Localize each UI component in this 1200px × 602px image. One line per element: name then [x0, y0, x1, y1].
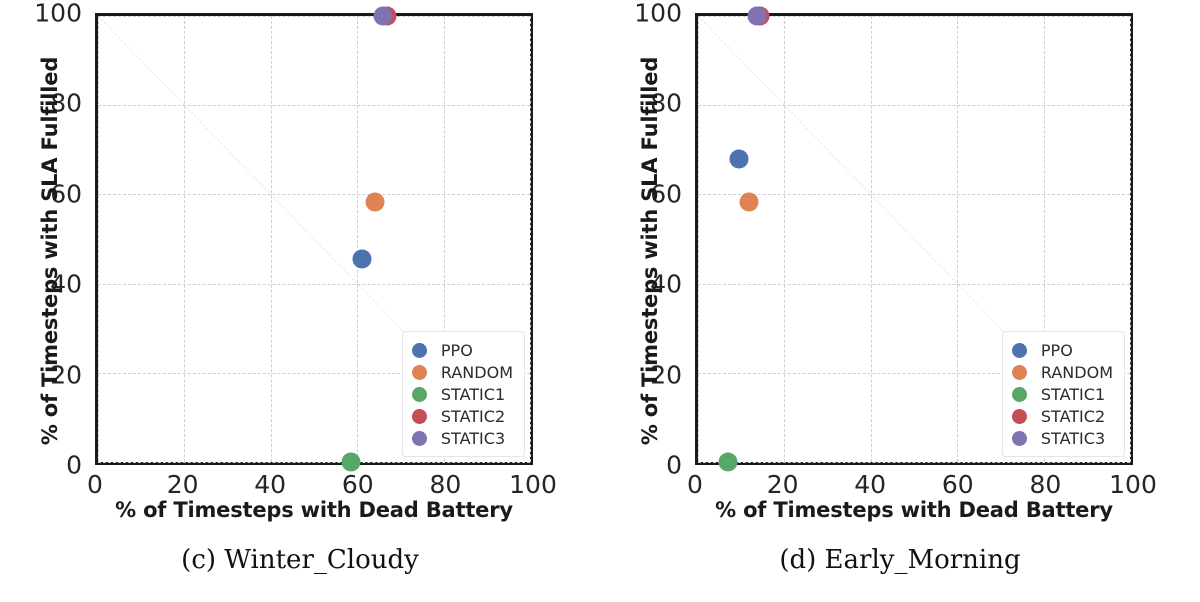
gridline-y-40 — [98, 283, 530, 285]
data-point-ppo — [352, 249, 372, 269]
plot-area-c: PPO RANDOM STATIC1 STATIC2 STATIC3 — [95, 6, 533, 472]
legend-swatch-icon — [411, 342, 427, 358]
legend-swatch-icon — [411, 386, 427, 402]
y-tick-80: 80 — [650, 88, 682, 118]
y-tick-80: 80 — [50, 88, 82, 118]
y-tick-20: 20 — [650, 360, 682, 390]
legend-label: STATIC3 — [440, 428, 506, 448]
y-tick-100: 100 — [634, 0, 682, 28]
gridline-y-100 — [698, 16, 1130, 17]
gridline-y-20 — [698, 372, 1130, 374]
legend-label: STATIC1 — [440, 384, 506, 404]
x-tick-60: 60 — [341, 470, 374, 499]
y-tick-60: 60 — [650, 179, 682, 209]
gridline-y-60 — [98, 194, 530, 196]
x-tick-100: 100 — [509, 470, 557, 499]
gridline-y-0 — [698, 462, 1130, 463]
legend-label: RANDOM — [440, 362, 513, 382]
gridline-x-0 — [698, 16, 699, 462]
x-tick-20: 20 — [766, 470, 799, 499]
legend-label: STATIC2 — [1040, 406, 1106, 426]
gridline-x-100 — [1130, 16, 1131, 462]
panel-caption-d: (d) Early_Morning — [779, 545, 1021, 575]
y-tick-60: 60 — [50, 179, 82, 209]
data-point-random — [365, 192, 385, 212]
data-point-static3 — [373, 6, 393, 26]
panel-early-morning: PPO RANDOM STATIC1 STATIC2 STATIC3 0 20 40 60 80… — [600, 0, 1200, 602]
gridline-y-80 — [698, 105, 1130, 107]
x-tick-80: 80 — [1029, 470, 1062, 499]
legend-label: STATIC1 — [1040, 384, 1106, 404]
x-tick-80: 80 — [429, 470, 462, 499]
gridline-x-60 — [357, 16, 359, 462]
x-tick-40: 40 — [254, 470, 287, 499]
legend-item-random[interactable]: RANDOM — [1011, 361, 1113, 383]
x-axis-title-c: % of Timesteps with Dead Battery — [115, 498, 513, 522]
data-point-random — [739, 192, 759, 212]
legend-swatch-icon — [411, 408, 427, 424]
gridline-x-40 — [270, 16, 272, 462]
legend-c[interactable]: PPO RANDOM STATIC1 STATIC2 STATIC3 — [401, 331, 525, 457]
gridline-x-100 — [530, 16, 531, 462]
gridline-x-20 — [184, 16, 186, 462]
legend-swatch-icon — [1011, 364, 1027, 380]
gridline-y-80 — [98, 105, 530, 107]
data-point-ppo — [729, 149, 749, 169]
gridline-y-20 — [98, 372, 530, 374]
panel-caption-c: (c) Winter_Cloudy — [181, 545, 419, 575]
data-point-static3 — [747, 6, 767, 26]
gridline-x-0 — [98, 16, 99, 462]
data-point-static1 — [341, 452, 361, 472]
gridline-x-40 — [870, 16, 872, 462]
legend-label: PPO — [1040, 340, 1073, 360]
x-tick-0: 0 — [687, 470, 703, 499]
y-tick-40: 40 — [50, 269, 82, 299]
gridline-y-60 — [698, 194, 1130, 196]
legend-label: PPO — [440, 340, 473, 360]
plot-area-d: PPO RANDOM STATIC1 STATIC2 STATIC3 — [695, 6, 1133, 472]
legend-d[interactable]: PPO RANDOM STATIC1 STATIC2 STATIC3 — [1001, 331, 1125, 457]
y-axis-title-c: % of Timesteps with SLA Fulfilled — [38, 56, 62, 446]
legend-item-static2[interactable]: STATIC2 — [411, 405, 513, 427]
x-tick-0: 0 — [87, 470, 103, 499]
legend-label: STATIC2 — [440, 406, 506, 426]
x-tick-40: 40 — [854, 470, 887, 499]
legend-swatch-icon — [1011, 386, 1027, 402]
y-tick-0: 0 — [666, 450, 682, 480]
legend-swatch-icon — [1011, 408, 1027, 424]
gridline-x-80 — [1043, 16, 1045, 462]
panel-winter-cloudy: PPO RANDOM STATIC1 STATIC2 STATIC3 0 20 40 60 80… — [34, 0, 557, 575]
legend-item-static1[interactable]: STATIC1 — [1011, 383, 1113, 405]
legend-item-static3[interactable]: STATIC3 — [1011, 427, 1113, 449]
legend-item-static3[interactable]: STATIC3 — [411, 427, 513, 449]
data-point-static1 — [718, 452, 738, 472]
legend-swatch-icon — [411, 364, 427, 380]
y-tick-0: 0 — [66, 450, 82, 480]
x-tick-20: 20 — [166, 470, 199, 499]
legend-swatch-icon — [411, 430, 427, 446]
legend-item-ppo[interactable]: PPO — [411, 339, 513, 361]
gridline-x-20 — [784, 16, 786, 462]
gridline-y-100 — [98, 16, 530, 17]
legend-item-static1[interactable]: STATIC1 — [411, 383, 513, 405]
legend-item-ppo[interactable]: PPO — [1011, 339, 1113, 361]
legend-item-random[interactable]: RANDOM — [411, 361, 513, 383]
legend-label: RANDOM — [1040, 362, 1113, 382]
y-tick-20: 20 — [50, 360, 82, 390]
legend-swatch-icon — [1011, 430, 1027, 446]
legend-swatch-icon — [1011, 342, 1027, 358]
x-axis-title-d: % of Timesteps with Dead Battery — [715, 498, 1113, 522]
legend-item-static2[interactable]: STATIC2 — [1011, 405, 1113, 427]
gridline-x-60 — [957, 16, 959, 462]
gridline-x-80 — [443, 16, 445, 462]
y-axis-title-d: % of Timesteps with SLA Fulfilled — [638, 56, 662, 446]
legend-label: STATIC3 — [1040, 428, 1106, 448]
gridline-y-40 — [698, 283, 1130, 285]
y-tick-40: 40 — [650, 269, 682, 299]
x-tick-100: 100 — [1109, 470, 1157, 499]
x-tick-60: 60 — [941, 470, 974, 499]
y-tick-100: 100 — [34, 0, 82, 28]
gridline-y-0 — [98, 462, 530, 463]
